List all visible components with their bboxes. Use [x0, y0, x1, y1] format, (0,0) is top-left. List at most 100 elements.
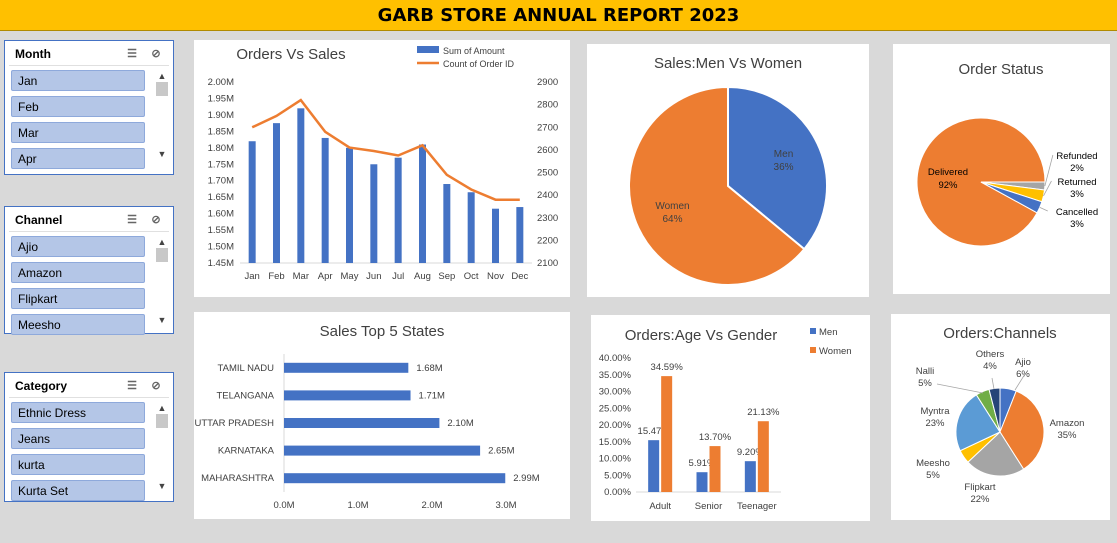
age-gender-panel: Orders:Age Vs Gender Men Women 40.00% 35.00%… — [591, 315, 870, 521]
orders-vs-sales-chart: Orders Vs Sales Sum of Amount Count of Ord… — [208, 46, 558, 282]
slicer-item-amazon[interactable]: Amazon — [11, 262, 145, 283]
pie-slice-cancelled — [980, 181, 1043, 214]
scroll-up-icon[interactable]: ▲ — [157, 403, 167, 413]
scroll-up-icon[interactable]: ▲ — [157, 237, 167, 247]
slice-pct: 3% — [1070, 219, 1084, 230]
leader-line — [1014, 373, 1026, 391]
slicer-item-feb[interactable]: Feb — [11, 96, 145, 117]
slicer-item-jeans[interactable]: Jeans — [11, 428, 145, 449]
y-tick-label: 1.55M — [208, 225, 234, 236]
slicer-title: Channel — [15, 213, 63, 227]
y2-tick-label: 2800 — [537, 100, 558, 111]
x-tick-label: Nov — [487, 271, 504, 282]
x-tick-label: 0.0M — [273, 500, 294, 511]
slicer-scrollbar[interactable]: ▲ ▼ — [155, 402, 169, 506]
multi-select-icon[interactable]: ☰ — [127, 380, 137, 392]
data-label: 34.59% — [651, 362, 684, 373]
data-label: 9.20% — [737, 447, 764, 458]
y2-tick-label: 2900 — [537, 77, 558, 88]
data-label: 5.91% — [689, 458, 716, 469]
y2-tick-label: 2600 — [537, 145, 558, 156]
slice-pct: 6% — [1016, 369, 1030, 380]
bar-jun — [370, 164, 378, 263]
slice-pct: 64% — [662, 214, 682, 225]
leader-line — [1043, 180, 1052, 197]
pie-slice-amazon — [999, 390, 1045, 470]
slicer-scrollbar[interactable]: ▲ ▼ — [155, 70, 169, 174]
legend-swatch — [417, 46, 439, 53]
bar-adult-women — [661, 376, 673, 492]
x-tick-label: Teenager — [737, 501, 777, 512]
bar-jan — [248, 141, 256, 263]
sales-gender-chart: Sales:Men Vs Women Men 36% Women 64% — [628, 55, 828, 286]
data-label: 15.47% — [638, 426, 671, 437]
x-tick-label: Adult — [649, 501, 671, 512]
order-status-panel: Order Status Delivered 92% Refunded 2% Return… — [893, 44, 1110, 294]
y-tick-label: 0.00% — [604, 487, 631, 498]
data-label: 2.10M — [447, 418, 473, 429]
x-tick-label: Sep — [438, 271, 455, 282]
y-tick-label: 1.95M — [208, 93, 234, 104]
slice-label: Delivered — [928, 167, 968, 178]
leader-line — [1044, 154, 1054, 187]
bar-uttar-pradesh — [284, 418, 440, 428]
bar-senior-women — [709, 446, 721, 492]
pie-slice-others — [988, 387, 1001, 433]
slicer-item-kurta[interactable]: kurta — [11, 454, 145, 475]
bar-apr — [321, 137, 329, 263]
slicer-header: Channel ☰ ⊘ — [9, 209, 169, 232]
clear-filter-icon[interactable]: ⊘ — [151, 48, 161, 60]
slice-label: Amazon — [1050, 418, 1085, 429]
slicer-item-mar[interactable]: Mar — [11, 122, 145, 143]
y2-tick-label: 2400 — [537, 190, 558, 201]
clear-filter-icon[interactable]: ⊘ — [151, 214, 161, 226]
bar-tamil-nadu — [284, 362, 409, 373]
y-tick-label: 40.00% — [599, 353, 632, 364]
slicer-scrollbar[interactable]: ▲ ▼ — [155, 236, 169, 340]
bar-mar — [297, 108, 305, 263]
multi-select-icon[interactable]: ☰ — [127, 48, 137, 60]
y-tick-label: KARNATAKA — [218, 446, 275, 457]
y2-tick-label: 2100 — [537, 258, 558, 269]
scroll-up-icon[interactable]: ▲ — [157, 71, 167, 81]
slice-label: Returned — [1057, 177, 1096, 188]
top-states-chart: Sales Top 5 States TAMIL NADU 1.68M TELANGA… — [194, 323, 539, 511]
slice-label: Others — [976, 349, 1005, 360]
slice-pct: 92% — [938, 180, 958, 191]
legend-label: Sum of Amount — [443, 46, 505, 56]
slicer-item-ajio[interactable]: Ajio — [11, 236, 145, 257]
clear-filter-icon[interactable]: ⊘ — [151, 380, 161, 392]
legend-label: Women — [819, 346, 852, 357]
slice-label: Myntra — [920, 406, 950, 417]
bar-sep — [443, 184, 451, 263]
y-tick-label: TELANGANA — [216, 390, 274, 401]
x-tick-label: Feb — [268, 271, 284, 282]
data-label: 13.70% — [699, 432, 732, 443]
y-tick-label: 1.45M — [208, 258, 234, 269]
slicer-item-meesho[interactable]: Meesho — [11, 314, 145, 335]
slicer-item-apr[interactable]: Apr — [11, 148, 145, 169]
slicer-item-kurta-set[interactable]: Kurta Set — [11, 480, 145, 501]
report-title: GARB STORE ANNUAL REPORT 2023 — [0, 0, 1117, 31]
y-tick-label: 1.70M — [208, 176, 234, 187]
scroll-thumb[interactable] — [156, 82, 168, 96]
scroll-down-icon[interactable]: ▼ — [157, 315, 167, 325]
slicer-item-ethnic-dress[interactable]: Ethnic Dress — [11, 402, 145, 423]
slice-label: Refunded — [1056, 151, 1097, 162]
slicer-item-flipkart[interactable]: Flipkart — [11, 288, 145, 309]
x-tick-label: Jul — [392, 271, 404, 282]
chart-title: Orders Vs Sales — [236, 46, 345, 63]
multi-select-icon[interactable]: ☰ — [127, 214, 137, 226]
y-tick-label: TAMIL NADU — [218, 363, 275, 374]
scroll-down-icon[interactable]: ▼ — [157, 481, 167, 491]
y-tick-label: 1.65M — [208, 192, 234, 203]
scroll-thumb[interactable] — [156, 414, 168, 428]
bar-dec — [516, 207, 524, 263]
slicer-item-jan[interactable]: Jan — [11, 70, 145, 91]
x-tick-label: Apr — [318, 271, 333, 282]
y-tick-label: 15.00% — [599, 437, 632, 448]
data-label: 2.65M — [488, 446, 514, 457]
scroll-down-icon[interactable]: ▼ — [157, 149, 167, 159]
scroll-thumb[interactable] — [156, 248, 168, 262]
